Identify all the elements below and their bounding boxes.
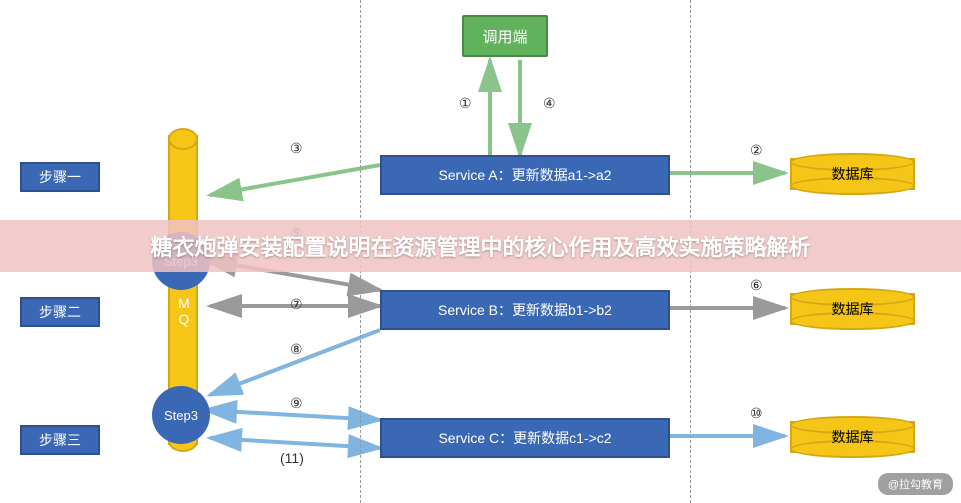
db-3-node: 数据库	[790, 421, 915, 453]
edge-label-l6: ⑥	[750, 277, 763, 294]
mq-label: MQ	[176, 295, 192, 327]
db-1-node: 数据库	[790, 158, 915, 190]
overlay-banner: 糖衣炮弹安装配置说明在资源管理中的核心作用及高效实施策略解析	[0, 220, 961, 272]
edge-label-l2: ②	[750, 142, 763, 159]
db-2-node: 数据库	[790, 293, 915, 325]
edge-label-l4: ④	[543, 95, 556, 112]
step3-circle-2: Step3	[152, 386, 210, 444]
service-a-node: Service A：更新数据a1->a2	[380, 155, 670, 195]
step-1-node: 步骤一	[20, 162, 100, 192]
edge-label-l9: ⑨	[290, 395, 303, 412]
step-2-node: 步骤二	[20, 297, 100, 327]
client-node: 调用端	[462, 15, 548, 57]
edge-label-l10: ⑩	[750, 405, 763, 422]
edge-label-l1: ①	[459, 95, 472, 112]
step-3-node: 步骤三	[20, 425, 100, 455]
edge-label-l3: ③	[290, 140, 303, 157]
edge-label-l11: (11)	[280, 450, 304, 466]
edge-label-l7: ⑦	[290, 296, 303, 313]
service-b-node: Service B：更新数据b1->b2	[380, 290, 670, 330]
overlay-title: 糖衣炮弹安装配置说明在资源管理中的核心作用及高效实施策略解析	[0, 230, 961, 262]
watermark-badge: @拉勾教育	[878, 473, 953, 495]
service-c-node: Service C：更新数据c1->c2	[380, 418, 670, 458]
edge-label-l8: ⑧	[290, 341, 303, 358]
